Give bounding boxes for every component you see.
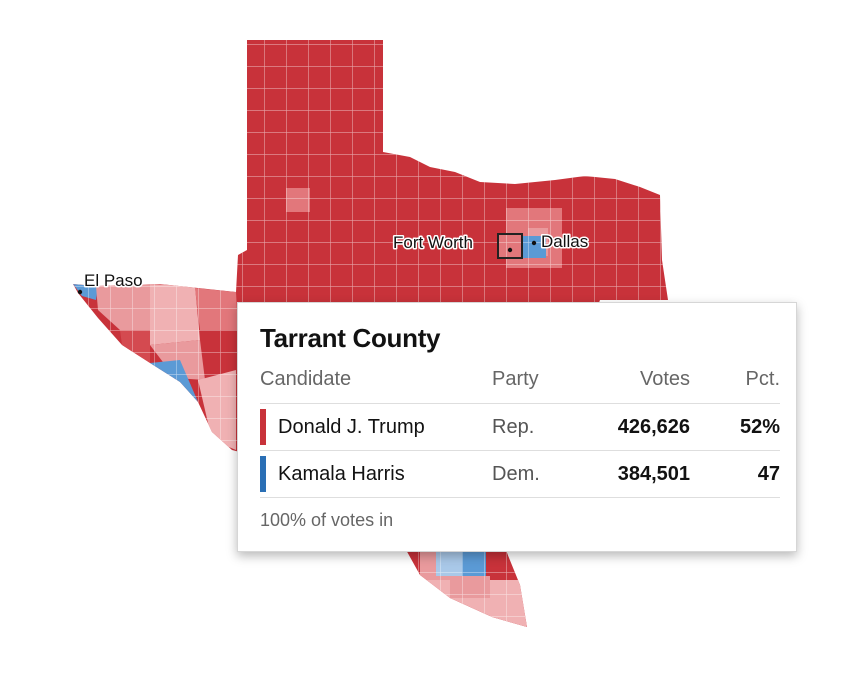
candidate-cell: Donald J. Trump	[260, 403, 492, 451]
fort-worth-dot	[507, 247, 513, 253]
pct-cell: 47	[690, 450, 780, 498]
city-label-dallas: Dallas	[541, 232, 588, 251]
header-votes: Votes	[572, 364, 690, 404]
city-label-el-paso: El Paso	[84, 271, 143, 290]
pct-cell: 52%	[690, 403, 780, 451]
table-row: Donald J. Trump Rep. 426,626 52%	[260, 403, 780, 451]
party-cell: Dem.	[492, 450, 572, 498]
reporting-status: 100% of votes in	[260, 510, 394, 530]
el-paso-dot	[77, 289, 83, 295]
county-name: Tarrant County	[260, 323, 441, 353]
votes-cell: 384,501	[572, 450, 690, 498]
candidate-cell: Kamala Harris	[260, 450, 492, 498]
county-tooltip: Tarrant County Candidate Party Votes Pct…	[237, 302, 797, 552]
results-header-row: Candidate Party Votes Pct.	[260, 364, 780, 404]
candidate-name: Donald J. Trump	[278, 415, 425, 438]
svg-text:Fort Worth: Fort Worth	[393, 233, 473, 252]
candidate-name: Kamala Harris	[278, 462, 405, 485]
party-color-bar	[260, 409, 266, 445]
svg-text:Dallas: Dallas	[541, 232, 588, 251]
tarrant-county-highlight[interactable]	[497, 233, 523, 259]
party-cell: Rep.	[492, 403, 572, 451]
header-pct: Pct.	[690, 364, 780, 404]
svg-text:El Paso: El Paso	[84, 271, 143, 290]
header-candidate: Candidate	[260, 364, 492, 404]
party-color-bar	[260, 456, 266, 492]
city-label-fort-worth: Fort Worth	[393, 233, 473, 252]
results-table: Candidate Party Votes Pct. Donald J. Tru…	[260, 364, 780, 498]
votes-cell: 426,626	[572, 403, 690, 451]
header-party: Party	[492, 364, 572, 404]
dallas-dot	[531, 240, 537, 246]
table-row: Kamala Harris Dem. 384,501 47	[260, 450, 780, 498]
